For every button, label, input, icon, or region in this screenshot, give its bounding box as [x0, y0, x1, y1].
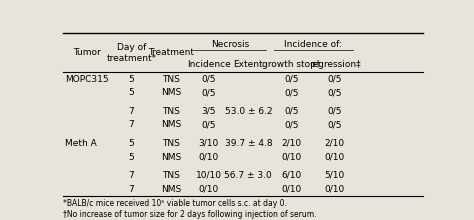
Text: 3/5: 3/5 [201, 107, 216, 116]
Text: MOPC315: MOPC315 [65, 75, 109, 84]
Text: †No increase of tumor size for 2 days following injection of serum.: †No increase of tumor size for 2 days fo… [63, 210, 317, 219]
Text: 0/5: 0/5 [328, 75, 342, 84]
Text: Meth A: Meth A [65, 139, 97, 148]
Text: 0/10: 0/10 [325, 185, 345, 194]
Text: 0/5: 0/5 [328, 121, 342, 130]
Text: Incidence of:: Incidence of: [284, 40, 342, 49]
Text: growth stop†: growth stop† [262, 60, 321, 69]
Text: Day of
treatment*: Day of treatment* [106, 43, 156, 63]
Text: NMS: NMS [161, 185, 181, 194]
Text: Necrosis: Necrosis [211, 40, 249, 49]
Text: Tumor: Tumor [73, 48, 101, 57]
Text: 7: 7 [128, 121, 134, 130]
Text: 0/5: 0/5 [284, 88, 299, 97]
Text: 0/5: 0/5 [201, 75, 216, 84]
Text: 5: 5 [128, 152, 134, 161]
Text: 0/5: 0/5 [328, 107, 342, 116]
Text: 0/10: 0/10 [199, 185, 219, 194]
Text: 0/10: 0/10 [282, 185, 301, 194]
Text: 7: 7 [128, 185, 134, 194]
Text: 5: 5 [128, 75, 134, 84]
Text: *BALB/c mice received 10⁵ viable tumor cells s.c. at day 0.: *BALB/c mice received 10⁵ viable tumor c… [63, 198, 287, 207]
Text: 2/10: 2/10 [325, 139, 345, 148]
Text: regression‡: regression‡ [309, 60, 361, 69]
Text: 2/10: 2/10 [282, 139, 301, 148]
Text: Treatment: Treatment [148, 48, 194, 57]
Text: 7: 7 [128, 107, 134, 116]
Text: 53.0 ± 6.2: 53.0 ± 6.2 [225, 107, 272, 116]
Text: 0/10: 0/10 [199, 152, 219, 161]
Text: 0/5: 0/5 [284, 75, 299, 84]
Text: TNS: TNS [162, 171, 180, 180]
Text: 10/10: 10/10 [196, 171, 222, 180]
Text: 0/5: 0/5 [201, 121, 216, 130]
Text: 5: 5 [128, 88, 134, 97]
Text: TNS: TNS [162, 107, 180, 116]
Text: 5/10: 5/10 [325, 171, 345, 180]
Text: 0/5: 0/5 [284, 121, 299, 130]
Text: 7: 7 [128, 171, 134, 180]
Text: Incidence: Incidence [187, 60, 230, 69]
Text: 0/10: 0/10 [282, 152, 301, 161]
Text: 5: 5 [128, 139, 134, 148]
Text: TNS: TNS [162, 75, 180, 84]
Text: 3/10: 3/10 [199, 139, 219, 148]
Text: 6/10: 6/10 [282, 171, 301, 180]
Text: TNS: TNS [162, 139, 180, 148]
Text: Extent: Extent [234, 60, 263, 69]
Text: 0/5: 0/5 [284, 107, 299, 116]
Text: NMS: NMS [161, 88, 181, 97]
Text: NMS: NMS [161, 152, 181, 161]
Text: 0/10: 0/10 [325, 152, 345, 161]
Text: 56.7 ± 3.0: 56.7 ± 3.0 [225, 171, 272, 180]
Text: 39.7 ± 4.8: 39.7 ± 4.8 [225, 139, 272, 148]
Text: 0/5: 0/5 [201, 88, 216, 97]
Text: 0/5: 0/5 [328, 88, 342, 97]
Text: NMS: NMS [161, 121, 181, 130]
